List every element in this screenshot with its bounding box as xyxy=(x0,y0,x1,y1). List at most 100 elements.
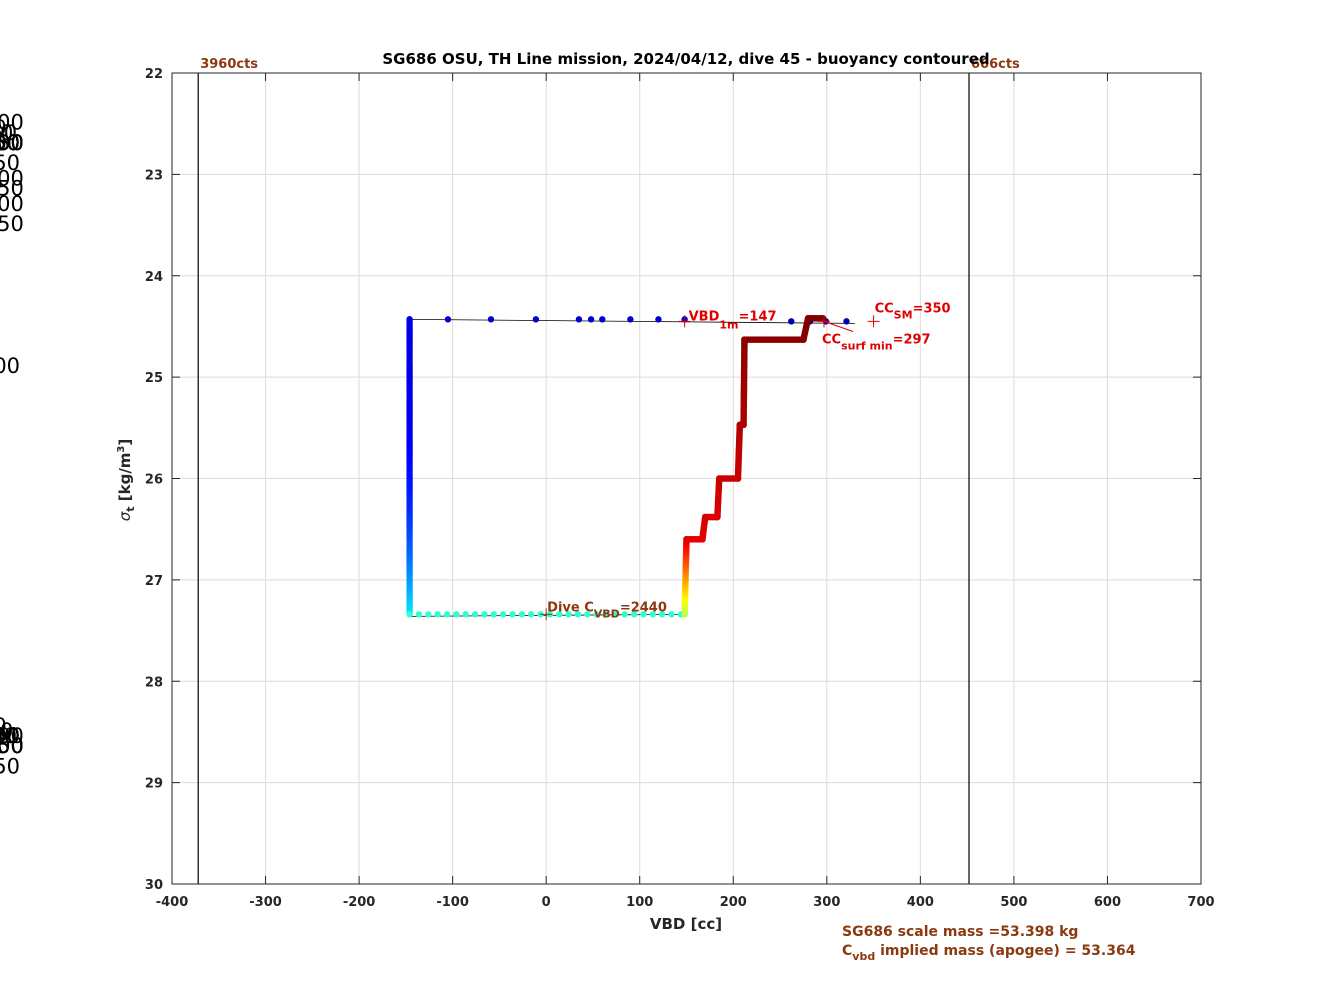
track-point xyxy=(528,611,535,618)
cc-surf-min-annotation: CCsurf min=297 xyxy=(822,332,931,352)
contour-label-top: -500 xyxy=(0,166,24,190)
track-point xyxy=(487,316,495,323)
track-point xyxy=(819,315,827,322)
y-axis-label: σt [kg/m3] xyxy=(116,439,137,522)
track-point xyxy=(565,611,572,618)
track-point xyxy=(556,611,563,618)
track-point xyxy=(599,316,606,323)
track-point xyxy=(490,611,497,618)
track-point xyxy=(406,611,413,618)
y-tick-label: 26 xyxy=(145,473,163,488)
contour-label-bottom: 0 xyxy=(0,714,7,738)
grid xyxy=(171,72,1202,885)
track-point xyxy=(415,611,423,618)
y-tick-label: 27 xyxy=(145,574,163,589)
y-tick-label: 30 xyxy=(145,878,163,893)
track-point xyxy=(518,611,526,618)
track-point xyxy=(425,611,432,618)
track-point xyxy=(532,316,540,323)
vbd-limit-label: 666cts xyxy=(971,57,1020,72)
contour-label-top: 50 xyxy=(0,121,13,145)
contour-label-top: 0 xyxy=(0,116,7,140)
x-tick-label: -200 xyxy=(343,895,376,910)
track-point xyxy=(655,316,662,323)
y-tick-label: 28 xyxy=(145,675,163,690)
y-tick-label: 29 xyxy=(145,777,163,792)
track-point xyxy=(574,611,582,618)
track-point xyxy=(658,611,666,618)
contour-label-bottom: -250 xyxy=(0,734,24,758)
contour-label-top: 150 xyxy=(0,131,20,155)
implied-mass-text: Cvbd implied mass (apogee) = 53.364 xyxy=(842,943,1136,963)
track-point xyxy=(843,318,850,325)
y-tick-label: 22 xyxy=(145,67,163,82)
contour-label-top: -450 xyxy=(0,177,24,201)
track-point xyxy=(471,611,479,618)
svg-text:σt [kg/m3]: σt [kg/m3] xyxy=(116,439,137,522)
contour-label-top: -200 xyxy=(0,131,24,155)
contour-label-top: -350 xyxy=(0,212,24,236)
contour-label-bottom: -150 xyxy=(0,734,24,758)
track-point xyxy=(621,611,628,618)
contour-label-top: 500 xyxy=(0,354,20,378)
track-point xyxy=(453,611,460,618)
contour-label-bottom: 100 xyxy=(0,724,20,748)
x-tick-label: 500 xyxy=(1000,895,1027,910)
scale-mass-text: SG686 scale mass =53.398 kg xyxy=(842,924,1078,940)
track-point xyxy=(462,611,469,618)
contour-label-top: -100 xyxy=(0,131,24,155)
chart-title: SG686 OSU, TH Line mission, 2024/04/12, … xyxy=(382,50,989,68)
vbd-limit-lines: 3960cts 666cts xyxy=(197,57,1020,884)
vbd-1m-annotation: VBD1m=147 xyxy=(689,309,777,331)
contour-label-bottom: -100 xyxy=(0,734,24,758)
track-point xyxy=(593,611,600,618)
contour-label-bottom: 350 xyxy=(0,724,20,748)
x-tick-label: 0 xyxy=(542,895,551,910)
track-point xyxy=(575,316,583,323)
x-axis-label: VBD [cc] xyxy=(650,915,722,933)
contour-label-top: 100 xyxy=(0,131,20,155)
track-point xyxy=(434,611,441,618)
x-tick-label: -300 xyxy=(249,895,282,910)
dive-track xyxy=(406,315,855,618)
contour-label-top: -250 xyxy=(0,131,24,155)
contour-label-bottom: -300 xyxy=(0,724,24,748)
contour-label-bottom: 450 xyxy=(0,754,20,778)
x-tick-label: 600 xyxy=(1094,895,1121,910)
contour-label-top: 250 xyxy=(0,131,20,155)
track-point xyxy=(509,611,516,618)
contour-label-bottom: 300 xyxy=(0,724,20,748)
contour-label-top: -400 xyxy=(0,192,24,216)
contour-label-top: -150 xyxy=(0,131,24,155)
contour-label-bottom: 200 xyxy=(0,724,20,748)
x-tick-label: -100 xyxy=(436,895,469,910)
annotations: VBD1m=147 CCSM=350 CCsurf min=297 Dive CVBD… xyxy=(540,301,951,621)
vbd-limit-label: 3960cts xyxy=(200,57,258,72)
track-point xyxy=(627,316,634,323)
x-tick-label: -400 xyxy=(156,895,189,910)
contour-label-top: 400 xyxy=(0,131,20,155)
track-point xyxy=(444,316,452,323)
track-point xyxy=(668,611,675,618)
track-point xyxy=(788,318,795,325)
contour-label-top: 300 xyxy=(0,131,20,155)
dive-cvbd-annotation: Dive CVBD=2440 xyxy=(547,600,667,620)
contour-label-bottom: 50 xyxy=(0,719,13,743)
x-tick-label: 300 xyxy=(813,895,840,910)
contour-label-top: -50 xyxy=(0,121,17,145)
contour-label-top: -300 xyxy=(0,111,24,135)
track-point xyxy=(587,316,595,323)
contour-label-bottom: -200 xyxy=(0,734,24,758)
contour-label-bottom: 150 xyxy=(0,724,20,748)
track-point xyxy=(443,611,451,618)
track-point xyxy=(612,611,619,618)
x-tick-label: 200 xyxy=(720,895,747,910)
y-tick-label: 25 xyxy=(145,371,163,386)
buoyancy-contours: -500-450-400-350-300-250-200-150-100-500… xyxy=(0,111,24,779)
track-point xyxy=(630,611,638,618)
track-point xyxy=(649,611,657,618)
track-point xyxy=(584,611,591,618)
y-tick-label: 24 xyxy=(145,270,163,285)
track-point xyxy=(499,611,507,618)
